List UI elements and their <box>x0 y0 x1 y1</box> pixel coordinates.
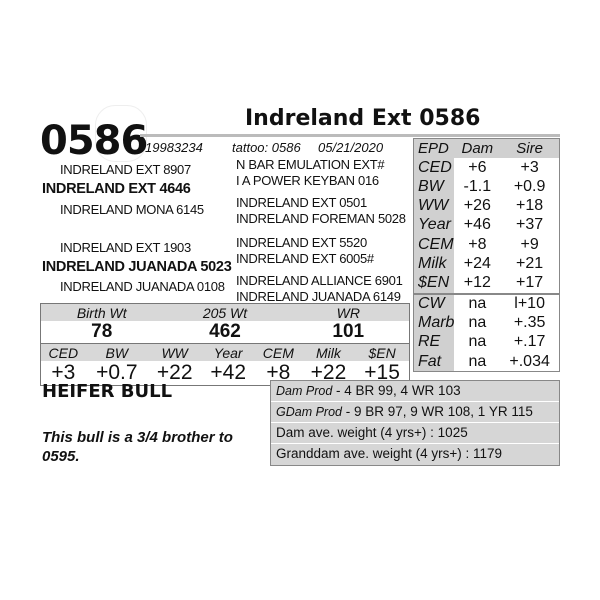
epd-row: CED +6 +3 <box>413 158 560 178</box>
epd-label: WW <box>147 343 202 361</box>
epd-trait: $EN <box>413 273 455 294</box>
ranch-logo-watermark <box>95 105 147 162</box>
epd-trait: Milk <box>413 254 455 274</box>
wr-label: WR <box>287 304 409 321</box>
birth-date: 05/21/2020 <box>318 140 384 155</box>
epd-header-row: EPD Dam Sire <box>413 138 560 159</box>
epd-trait: CED <box>413 158 455 178</box>
pedigree-ancestor: INDRELAND ALLIANCE 6901 <box>236 273 403 288</box>
epd-header: EPD <box>413 138 455 159</box>
dam-epd: +24 <box>463 254 491 272</box>
epd-value: +42 <box>210 361 246 384</box>
dam-production: Dam Prod - 4 BR 99, 4 WR 103 <box>271 381 559 402</box>
dam-epd: +12 <box>463 273 491 291</box>
sire-epd: +37 <box>516 216 544 234</box>
epd-value: +15 <box>364 361 400 384</box>
dam-epd: na <box>468 314 487 332</box>
sire-header: Sire <box>500 138 560 159</box>
205-wt-value: 462 <box>209 321 241 342</box>
category-label: HEIFER BULL <box>42 381 173 402</box>
pedigree-ancestor: INDRELAND EXT 0501 <box>236 195 367 210</box>
epd-label: Milk <box>301 343 356 361</box>
epd-row: CW na l+10 <box>413 292 560 314</box>
pedigree-dam-sire: INDRELAND EXT 1903 <box>60 240 191 255</box>
epd-value: +8 <box>266 361 291 384</box>
epd-label: $EN <box>355 343 410 361</box>
granddam-production: GDam Prod - 9 BR 97, 9 WR 108, 1 YR 115 <box>271 402 559 423</box>
birth-wt-label: Birth Wt <box>41 304 163 321</box>
epd-trait: BW <box>413 177 455 197</box>
pedigree-ancestor: I A POWER KEYBAN 016 <box>236 173 379 188</box>
pedigree-dam-dam: INDRELAND JUANADA 0108 <box>60 279 225 294</box>
epd-row: RE na +.17 <box>413 332 560 353</box>
epd-trait: WW <box>413 196 455 216</box>
pedigree-ancestor: INDRELAND EXT 5520 <box>236 235 367 250</box>
dam-average-weight: Dam ave. weight (4 yrs+) : 1025 <box>271 423 559 444</box>
epd-row: $EN +12 +17 <box>413 273 560 294</box>
epd-label: CED <box>40 343 86 361</box>
sire-epd: +.034 <box>509 352 550 370</box>
pedigree-ancestor: INDRELAND FOREMAN 5028 <box>236 211 406 226</box>
pedigree-ancestor: INDRELAND EXT 6005# <box>236 251 374 266</box>
sire-epd: +9 <box>520 235 539 253</box>
sire-epd: +.35 <box>513 314 546 332</box>
dam-epd: +26 <box>463 197 491 215</box>
sire-epd: +0.9 <box>513 177 546 195</box>
dam-epd: na <box>468 333 487 351</box>
lot-note: This bull is a 3/4 brother to 0595. <box>42 429 233 465</box>
epd-trait: RE <box>413 332 455 353</box>
205-wt-label: 205 Wt <box>162 304 288 321</box>
epd-row: BW -1.1 +0.9 <box>413 177 560 197</box>
wr-value: 101 <box>332 321 365 342</box>
epd-value: +22 <box>310 361 347 384</box>
sire-epd: +21 <box>516 254 544 272</box>
dam-epd: +8 <box>468 235 487 253</box>
epd-row: CEM +8 +9 <box>413 234 560 255</box>
pedigree-ancestor: N BAR EMULATION EXT# <box>236 157 385 172</box>
epd-trait: Year <box>413 215 455 235</box>
production-box: Dam Prod - 4 BR 99, 4 WR 103 GDam Prod -… <box>270 380 560 466</box>
dam-epd: +6 <box>468 158 487 176</box>
epd-row: Fat na +.034 <box>413 352 560 372</box>
sire-epd: +18 <box>516 197 544 215</box>
registration-number: 19983234 <box>145 140 203 155</box>
epd-trait: CW <box>413 292 455 314</box>
tattoo: tattoo: 0586 <box>232 140 301 155</box>
epd-value: +22 <box>156 361 193 384</box>
epd-row: Marb na +.35 <box>413 313 560 333</box>
epd-label: CEM <box>254 343 302 361</box>
epd-label: BW <box>85 343 148 361</box>
sire-epd: +17 <box>516 273 544 291</box>
epd-trait: CEM <box>413 234 455 255</box>
performance-table: Birth Wt 205 Wt WR 78 462 101 CED BW WW Yea… <box>40 303 410 386</box>
epd-value: +0.7 <box>96 361 138 384</box>
sire-epd: l+10 <box>500 292 560 314</box>
pedigree-sire-sire: INDRELAND EXT 8907 <box>60 162 191 177</box>
dam-epd: na <box>468 352 487 370</box>
epd-label: Year <box>201 343 255 361</box>
epd-row: Year +46 +37 <box>413 215 560 235</box>
pedigree-dam: INDRELAND JUANADA 5023 <box>42 259 232 275</box>
title-divider <box>140 134 560 137</box>
dam-epd: +46 <box>463 216 491 234</box>
lot-number: 0586 <box>40 118 148 164</box>
dam-header: Dam <box>454 138 501 159</box>
pedigree-sire: INDRELAND EXT 4646 <box>42 181 191 197</box>
animal-name: Indreland Ext 0586 <box>245 106 481 131</box>
epd-value: +3 <box>51 361 76 384</box>
sire-epd: +.17 <box>513 333 546 351</box>
pedigree-sire-dam: INDRELAND MONA 6145 <box>60 202 204 217</box>
dam-epd: na <box>454 292 501 314</box>
dam-epd: -1.1 <box>463 177 492 195</box>
epd-comparison-table: EPD Dam Sire CED +6 +3 BW -1.1 +0.9 WW +26 +18 Ye… <box>413 138 560 373</box>
epd-trait: Fat <box>413 352 455 372</box>
epd-row: WW +26 +18 <box>413 196 560 216</box>
epd-trait: Marb <box>413 313 455 333</box>
granddam-average-weight: Granddam ave. weight (4 yrs+) : 1179 <box>276 446 502 461</box>
birth-wt-value: 78 <box>91 321 113 342</box>
epd-row: Milk +24 +21 <box>413 254 560 274</box>
sire-epd: +3 <box>520 158 539 176</box>
pedigree-ancestor: INDRELAND JUANADA 6149 <box>236 289 401 304</box>
